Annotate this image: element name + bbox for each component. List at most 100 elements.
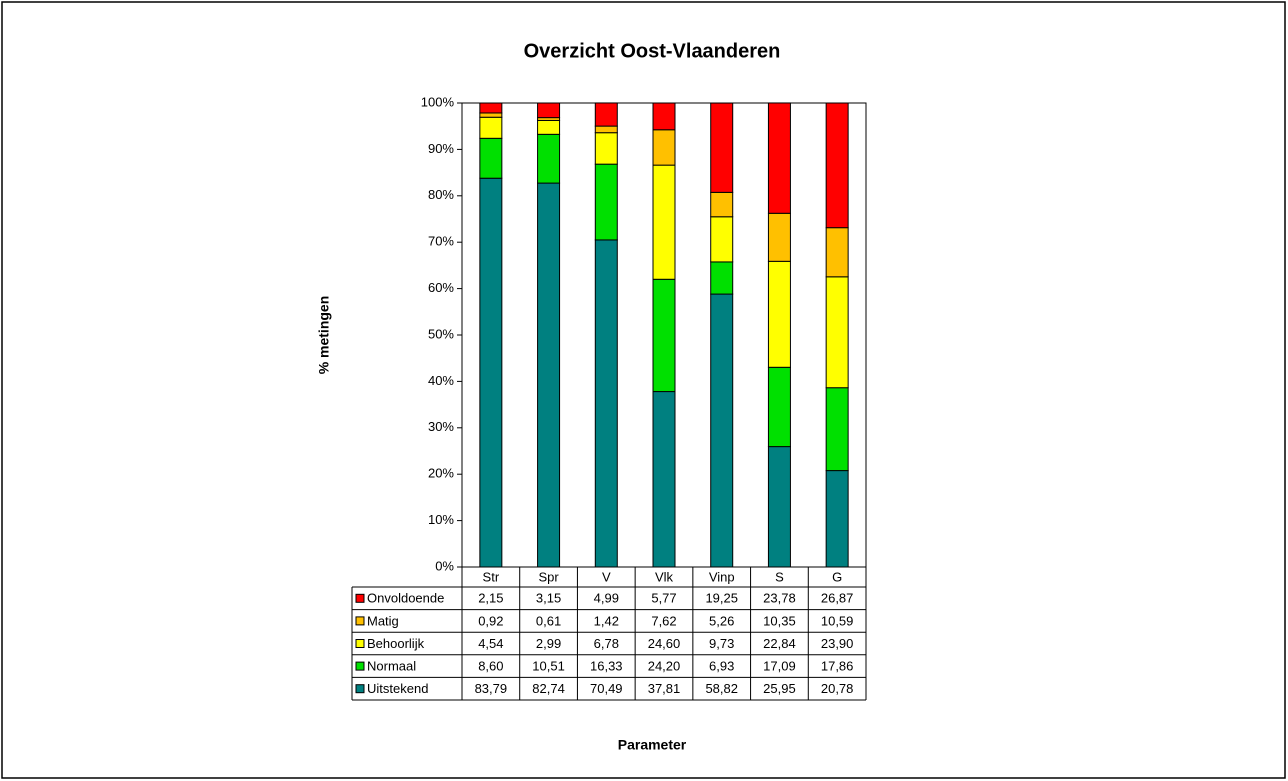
bar-segment — [652, 391, 676, 568]
table-value: 20,78 — [821, 681, 854, 696]
table-value: 17,86 — [821, 659, 854, 674]
y-tick-label: 0% — [435, 558, 454, 573]
bar-segment — [594, 163, 618, 241]
bar-segment — [537, 102, 561, 119]
y-tick-label: 90% — [428, 141, 454, 156]
bar-segment — [594, 102, 618, 127]
bar-segment — [710, 102, 734, 193]
bar-segment — [710, 261, 734, 295]
legend-label: Matig — [367, 613, 399, 628]
bar-segment — [479, 137, 503, 179]
table-value: 10,51 — [532, 659, 565, 674]
bar-segment — [710, 216, 734, 263]
legend-swatch — [355, 639, 365, 648]
bar-segment — [479, 116, 503, 139]
table-value: 6,93 — [709, 659, 734, 674]
x-tick-label: V — [602, 569, 611, 584]
bar-segment — [652, 129, 676, 166]
table-value: 6,78 — [594, 636, 619, 651]
table-value: 83,79 — [475, 681, 508, 696]
table-value: 26,87 — [821, 591, 854, 606]
table-value: 10,59 — [821, 613, 854, 628]
x-tick-label: S — [775, 569, 784, 584]
legend-label: Behoorlijk — [367, 636, 425, 651]
table-value: 23,90 — [821, 636, 854, 651]
y-axis-label: % metingen — [316, 296, 332, 375]
legend-label: Normaal — [367, 659, 416, 674]
y-tick-label: 60% — [428, 280, 454, 295]
table-value: 37,81 — [648, 681, 681, 696]
table-value: 3,15 — [536, 591, 561, 606]
bar-segment — [825, 227, 849, 278]
legend-swatch — [355, 661, 365, 671]
x-axis-label: Parameter — [618, 737, 687, 753]
bar-segment — [652, 164, 676, 280]
table-value: 58,82 — [705, 681, 738, 696]
y-tick-label: 70% — [428, 234, 454, 249]
bar-segment — [537, 182, 561, 568]
bar-segment — [767, 102, 791, 214]
x-tick-label: Spr — [538, 569, 559, 584]
legend-swatch — [355, 616, 365, 626]
x-tick-label: Str — [483, 569, 500, 584]
bar-segment — [537, 119, 561, 135]
y-tick-label: 30% — [428, 419, 454, 434]
bar-segment — [479, 112, 503, 118]
table-value: 19,25 — [705, 591, 738, 606]
x-tick-label: Vinp — [709, 569, 735, 584]
table-value: 1,42 — [594, 613, 619, 628]
table-value: 9,73 — [709, 636, 734, 651]
bar-segment — [825, 276, 849, 389]
table-value: 23,78 — [763, 591, 796, 606]
y-tick-label: 50% — [428, 326, 454, 341]
table-value: 24,60 — [648, 636, 681, 651]
legend-swatch — [355, 684, 365, 694]
bar-segment — [479, 177, 503, 568]
table-value: 16,33 — [590, 659, 623, 674]
bar-segment — [767, 446, 791, 568]
table-value: 4,54 — [478, 636, 503, 651]
table-value: 8,60 — [478, 659, 503, 674]
legend-swatch — [355, 593, 365, 603]
y-tick-label: 10% — [428, 512, 454, 527]
chart-title: Overzicht Oost-Vlaanderen — [524, 40, 781, 62]
table-value: 17,09 — [763, 659, 796, 674]
bar-segment — [825, 102, 849, 229]
legend-label: Onvoldoende — [367, 591, 444, 606]
bar-segment — [767, 260, 791, 368]
table-value: 22,84 — [763, 636, 796, 651]
bar-segment — [767, 366, 791, 448]
table-value: 7,62 — [651, 613, 676, 628]
legend-label: Uitstekend — [367, 681, 428, 696]
table-value: 70,49 — [590, 681, 623, 696]
bar-segment — [594, 239, 618, 568]
bar-segment — [825, 470, 849, 568]
table-value: 4,99 — [594, 591, 619, 606]
x-tick-label: Vlk — [655, 569, 674, 584]
bar-segment — [479, 102, 503, 114]
table-value: 24,20 — [648, 659, 681, 674]
table-value: 5,26 — [709, 613, 734, 628]
bar-segment — [594, 125, 618, 134]
y-tick-label: 20% — [428, 466, 454, 481]
bar-segment — [594, 132, 618, 165]
bar-segment — [767, 212, 791, 262]
y-tick-label: 80% — [428, 187, 454, 202]
table-value: 10,35 — [763, 613, 796, 628]
bar-segment — [710, 191, 734, 218]
table-value: 5,77 — [651, 591, 676, 606]
table-value: 2,99 — [536, 636, 561, 651]
table-value: 0,92 — [478, 613, 503, 628]
bar-segment — [825, 387, 849, 472]
bar-segment — [537, 133, 561, 184]
y-tick-label: 40% — [428, 373, 454, 388]
bar-segment — [710, 293, 734, 568]
table-value: 82,74 — [532, 681, 565, 696]
table-value: 25,95 — [763, 681, 796, 696]
bar-segment — [652, 102, 676, 131]
y-tick-label: 100% — [421, 94, 455, 109]
table-value: 2,15 — [478, 591, 503, 606]
x-tick-label: G — [832, 569, 842, 584]
bar-segment — [652, 278, 676, 393]
